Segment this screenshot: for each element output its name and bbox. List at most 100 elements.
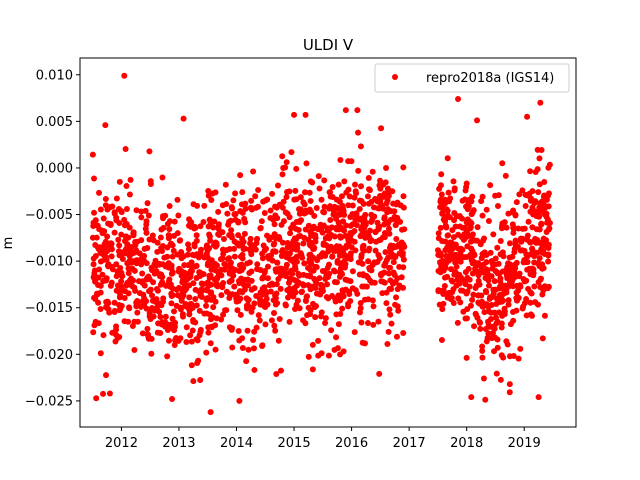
- data-point: [252, 193, 259, 200]
- data-point: [369, 262, 376, 269]
- data-point: [482, 287, 489, 294]
- data-point: [154, 248, 161, 255]
- data-point: [226, 245, 233, 252]
- data-point: [472, 265, 479, 272]
- data-point: [159, 279, 166, 286]
- data-point: [275, 182, 282, 189]
- data-point: [531, 283, 538, 290]
- data-point: [394, 303, 401, 310]
- data-point: [507, 321, 514, 328]
- legend-box: [374, 63, 570, 93]
- data-point: [95, 320, 102, 327]
- data-point: [464, 306, 471, 313]
- data-point: [149, 232, 156, 239]
- data-point: [311, 284, 318, 291]
- data-point: [273, 371, 280, 378]
- data-point: [94, 244, 101, 251]
- data-point: [503, 224, 510, 231]
- data-point: [229, 205, 236, 212]
- data-point: [203, 242, 210, 249]
- data-point: [232, 190, 239, 197]
- data-point: [226, 232, 233, 239]
- data-point: [271, 231, 278, 238]
- data-point: [108, 263, 115, 270]
- data-point: [382, 249, 389, 256]
- data-point: [230, 272, 237, 279]
- data-point: [310, 245, 317, 252]
- data-point: [267, 207, 274, 214]
- data-point: [97, 206, 104, 213]
- data-point: [215, 231, 222, 238]
- data-point: [388, 251, 395, 258]
- data-point: [295, 233, 302, 240]
- data-point: [448, 277, 455, 284]
- data-point: [522, 203, 529, 210]
- data-point: [462, 315, 469, 322]
- data-point: [364, 193, 371, 200]
- data-point: [183, 338, 190, 345]
- data-point: [444, 207, 451, 214]
- data-point: [125, 318, 132, 325]
- data-point: [159, 174, 166, 181]
- data-point: [352, 211, 359, 218]
- data-point: [494, 203, 501, 210]
- x-tick-label: 2016: [335, 436, 368, 451]
- data-point: [157, 234, 164, 241]
- data-point: [261, 303, 268, 310]
- data-point: [296, 218, 303, 225]
- data-point: [105, 306, 112, 313]
- data-point: [514, 297, 520, 304]
- data-point: [362, 221, 369, 228]
- data-point: [286, 318, 293, 325]
- plot-frame: [79, 57, 577, 428]
- data-point: [355, 129, 362, 136]
- data-point: [527, 197, 534, 204]
- data-point: [133, 207, 140, 214]
- data-point: [515, 225, 522, 232]
- data-point: [394, 286, 401, 293]
- data-point: [509, 221, 516, 228]
- data-point: [299, 254, 306, 261]
- x-tick-label: 2017: [393, 436, 426, 451]
- data-point: [306, 256, 313, 263]
- data-point: [325, 352, 332, 359]
- data-point: [277, 285, 284, 292]
- data-point: [206, 272, 213, 279]
- data-point: [193, 275, 200, 281]
- data-point: [216, 270, 223, 277]
- data-point: [372, 228, 379, 235]
- data-point: [262, 321, 269, 328]
- data-point: [174, 230, 181, 237]
- data-point: [247, 240, 254, 247]
- data-point: [496, 299, 503, 306]
- data-point: [260, 274, 267, 281]
- data-point: [489, 260, 496, 267]
- data-point: [543, 228, 550, 235]
- data-point: [206, 216, 213, 223]
- data-point: [536, 263, 543, 270]
- data-point: [190, 280, 197, 287]
- data-point: [159, 273, 166, 280]
- data-point: [543, 213, 550, 220]
- data-point: [436, 185, 443, 192]
- data-point: [435, 230, 442, 237]
- data-point: [503, 338, 510, 345]
- data-point: [188, 338, 195, 345]
- data-point: [474, 224, 481, 231]
- data-point: [309, 179, 316, 186]
- data-point: [439, 306, 446, 313]
- legend-label: repro2018a (IGS14): [426, 71, 554, 86]
- data-point: [190, 317, 197, 324]
- data-point: [492, 334, 499, 341]
- data-point: [187, 332, 194, 339]
- data-point: [222, 181, 229, 188]
- data-point: [277, 367, 284, 374]
- data-point: [400, 329, 407, 336]
- data-point: [533, 226, 540, 233]
- data-point: [338, 193, 345, 200]
- data-point: [365, 200, 372, 207]
- data-point: [96, 189, 103, 196]
- data-point: [471, 237, 478, 244]
- data-point: [254, 261, 261, 268]
- data-point: [113, 261, 120, 268]
